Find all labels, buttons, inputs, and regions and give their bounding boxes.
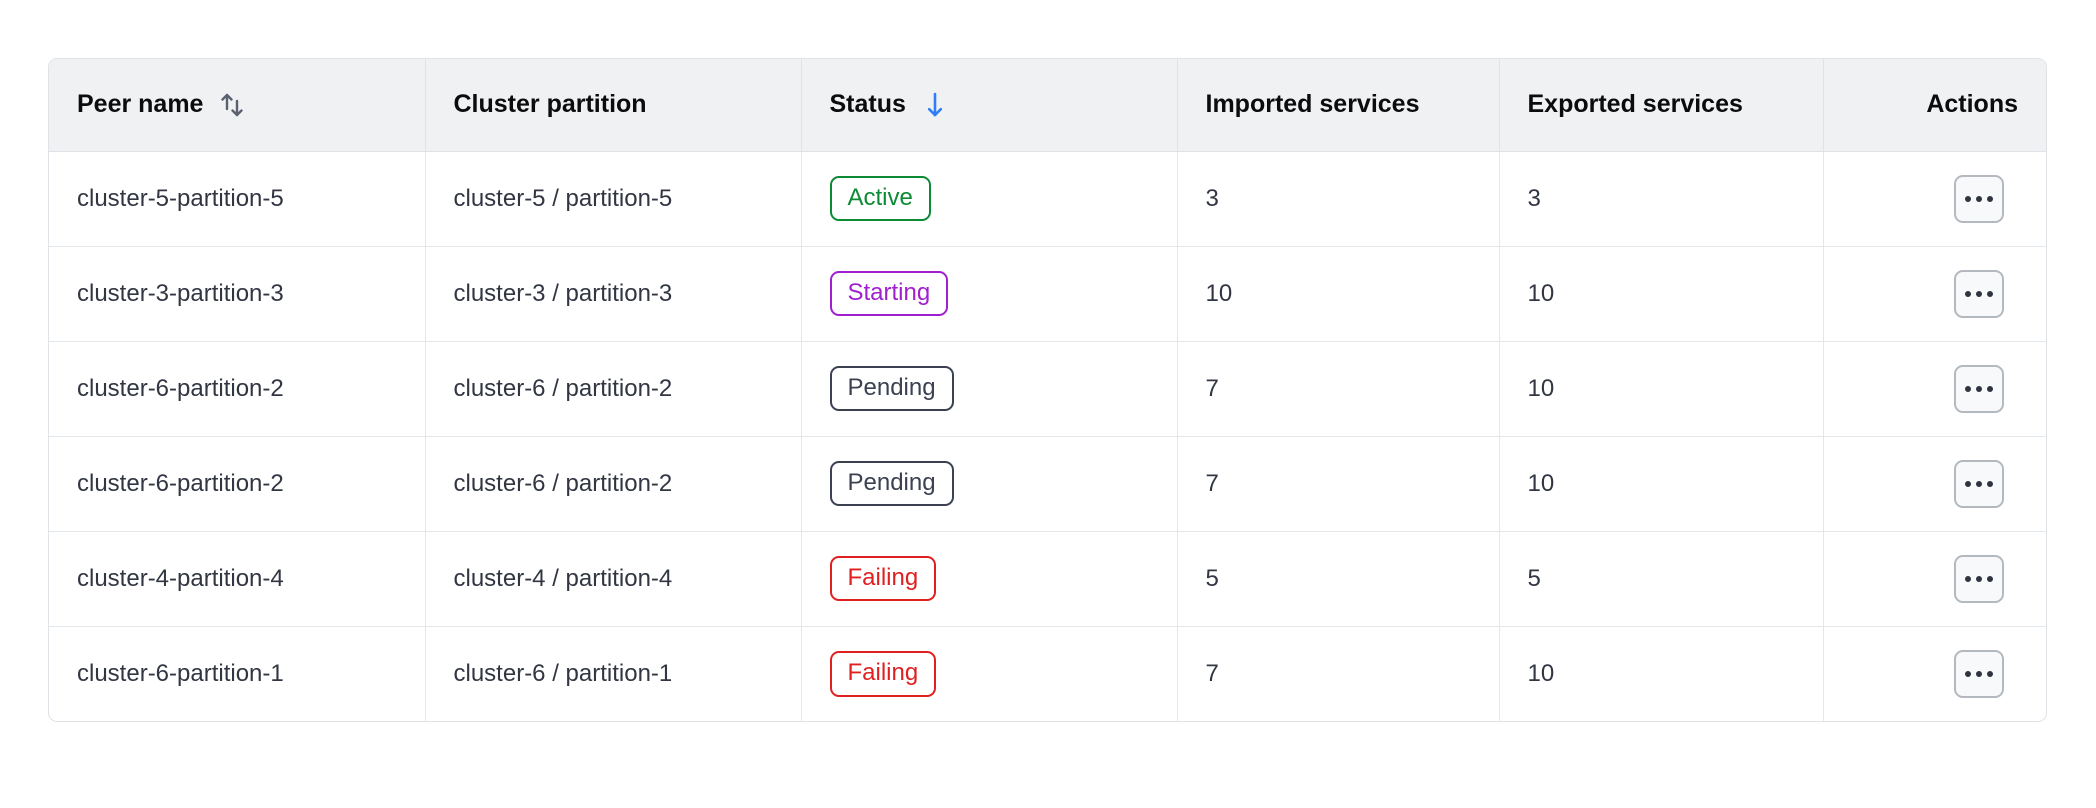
column-header-exported-services[interactable]: Exported services bbox=[1499, 59, 1824, 152]
cell-actions bbox=[1823, 341, 2046, 437]
cell-imported-services: 7 bbox=[1177, 626, 1500, 721]
ellipsis-icon bbox=[1965, 385, 1993, 392]
cell-peer-name: cluster-6-partition-1 bbox=[49, 626, 426, 721]
cell-cluster-partition: cluster-6 / partition-2 bbox=[425, 436, 802, 532]
cell-status: Pending bbox=[801, 341, 1178, 437]
table-row: cluster-3-partition-3 cluster-3 / partiti… bbox=[49, 246, 2046, 342]
ellipsis-icon bbox=[1965, 195, 1993, 202]
cell-exported-services: 3 bbox=[1499, 151, 1824, 247]
status-badge: Active bbox=[829, 175, 931, 222]
row-actions-menu-button[interactable] bbox=[1954, 364, 2004, 413]
table-row: cluster-6-partition-2 cluster-6 / partiti… bbox=[49, 341, 2046, 437]
cell-actions bbox=[1823, 151, 2046, 247]
cell-cluster-partition: cluster-4 / partition-4 bbox=[425, 531, 802, 627]
cell-cluster-partition: cluster-3 / partition-3 bbox=[425, 246, 802, 342]
sort-updown-icon[interactable] bbox=[219, 90, 245, 120]
cell-peer-name: cluster-3-partition-3 bbox=[49, 246, 426, 342]
peers-table: Peer name bbox=[49, 59, 2046, 721]
cell-actions bbox=[1823, 626, 2046, 721]
cell-exported-services: 10 bbox=[1499, 246, 1824, 342]
column-header-label: Actions bbox=[1926, 90, 2018, 119]
cell-status: Pending bbox=[801, 436, 1178, 532]
row-actions-menu-button[interactable] bbox=[1954, 269, 2004, 318]
header-row: Peer name bbox=[49, 59, 2046, 152]
row-actions-menu-button[interactable] bbox=[1954, 649, 2004, 698]
row-actions-menu-button[interactable] bbox=[1954, 554, 2004, 603]
cell-cluster-partition: cluster-6 / partition-2 bbox=[425, 341, 802, 437]
peers-table-container: Peer name bbox=[48, 58, 2047, 722]
column-header-label: Cluster partition bbox=[453, 90, 647, 119]
table-header: Peer name bbox=[49, 59, 2046, 152]
cell-exported-services: 10 bbox=[1499, 341, 1824, 437]
status-badge: Starting bbox=[829, 270, 949, 317]
cell-imported-services: 7 bbox=[1177, 341, 1500, 437]
column-header-label: Status bbox=[829, 90, 906, 119]
table-row: cluster-4-partition-4 cluster-4 / partiti… bbox=[49, 531, 2046, 627]
column-header-label: Peer name bbox=[77, 90, 204, 119]
ellipsis-icon bbox=[1965, 575, 1993, 582]
column-header-imported-services[interactable]: Imported services bbox=[1177, 59, 1500, 152]
ellipsis-icon bbox=[1965, 480, 1993, 487]
column-header-status[interactable]: Status bbox=[801, 59, 1178, 152]
cell-imported-services: 7 bbox=[1177, 436, 1500, 532]
table-row: cluster-5-partition-5 cluster-5 / partiti… bbox=[49, 151, 2046, 247]
cell-status: Active bbox=[801, 151, 1178, 247]
cell-cluster-partition: cluster-5 / partition-5 bbox=[425, 151, 802, 247]
table-body: cluster-5-partition-5 cluster-5 / partiti… bbox=[49, 151, 2046, 721]
column-header-label: Imported services bbox=[1205, 90, 1420, 119]
column-header-actions: Actions bbox=[1823, 59, 2046, 152]
cell-peer-name: cluster-4-partition-4 bbox=[49, 531, 426, 627]
status-badge: Pending bbox=[829, 365, 954, 412]
status-badge: Failing bbox=[829, 650, 937, 697]
cell-peer-name: cluster-6-partition-2 bbox=[49, 341, 426, 437]
cell-exported-services: 10 bbox=[1499, 626, 1824, 721]
column-header-cluster-partition[interactable]: Cluster partition bbox=[425, 59, 802, 152]
cell-actions bbox=[1823, 531, 2046, 627]
cell-status: Starting bbox=[801, 246, 1178, 342]
ellipsis-icon bbox=[1965, 670, 1993, 677]
table-row: cluster-6-partition-2 cluster-6 / partiti… bbox=[49, 436, 2046, 532]
cell-actions bbox=[1823, 436, 2046, 532]
cell-cluster-partition: cluster-6 / partition-1 bbox=[425, 626, 802, 721]
cell-imported-services: 3 bbox=[1177, 151, 1500, 247]
column-header-label: Exported services bbox=[1527, 90, 1743, 119]
status-badge: Failing bbox=[829, 555, 937, 602]
row-actions-menu-button[interactable] bbox=[1954, 459, 2004, 508]
cell-imported-services: 5 bbox=[1177, 531, 1500, 627]
cell-peer-name: cluster-5-partition-5 bbox=[49, 151, 426, 247]
column-header-peer-name[interactable]: Peer name bbox=[49, 59, 426, 152]
status-badge: Pending bbox=[829, 460, 954, 507]
cell-status: Failing bbox=[801, 531, 1178, 627]
cell-actions bbox=[1823, 246, 2046, 342]
row-actions-menu-button[interactable] bbox=[1954, 174, 2004, 223]
arrow-down-icon[interactable] bbox=[922, 90, 948, 120]
cell-status: Failing bbox=[801, 626, 1178, 721]
cell-exported-services: 5 bbox=[1499, 531, 1824, 627]
cell-exported-services: 10 bbox=[1499, 436, 1824, 532]
ellipsis-icon bbox=[1965, 290, 1993, 297]
cell-peer-name: cluster-6-partition-2 bbox=[49, 436, 426, 532]
cell-imported-services: 10 bbox=[1177, 246, 1500, 342]
table-row: cluster-6-partition-1 cluster-6 / partiti… bbox=[49, 626, 2046, 721]
